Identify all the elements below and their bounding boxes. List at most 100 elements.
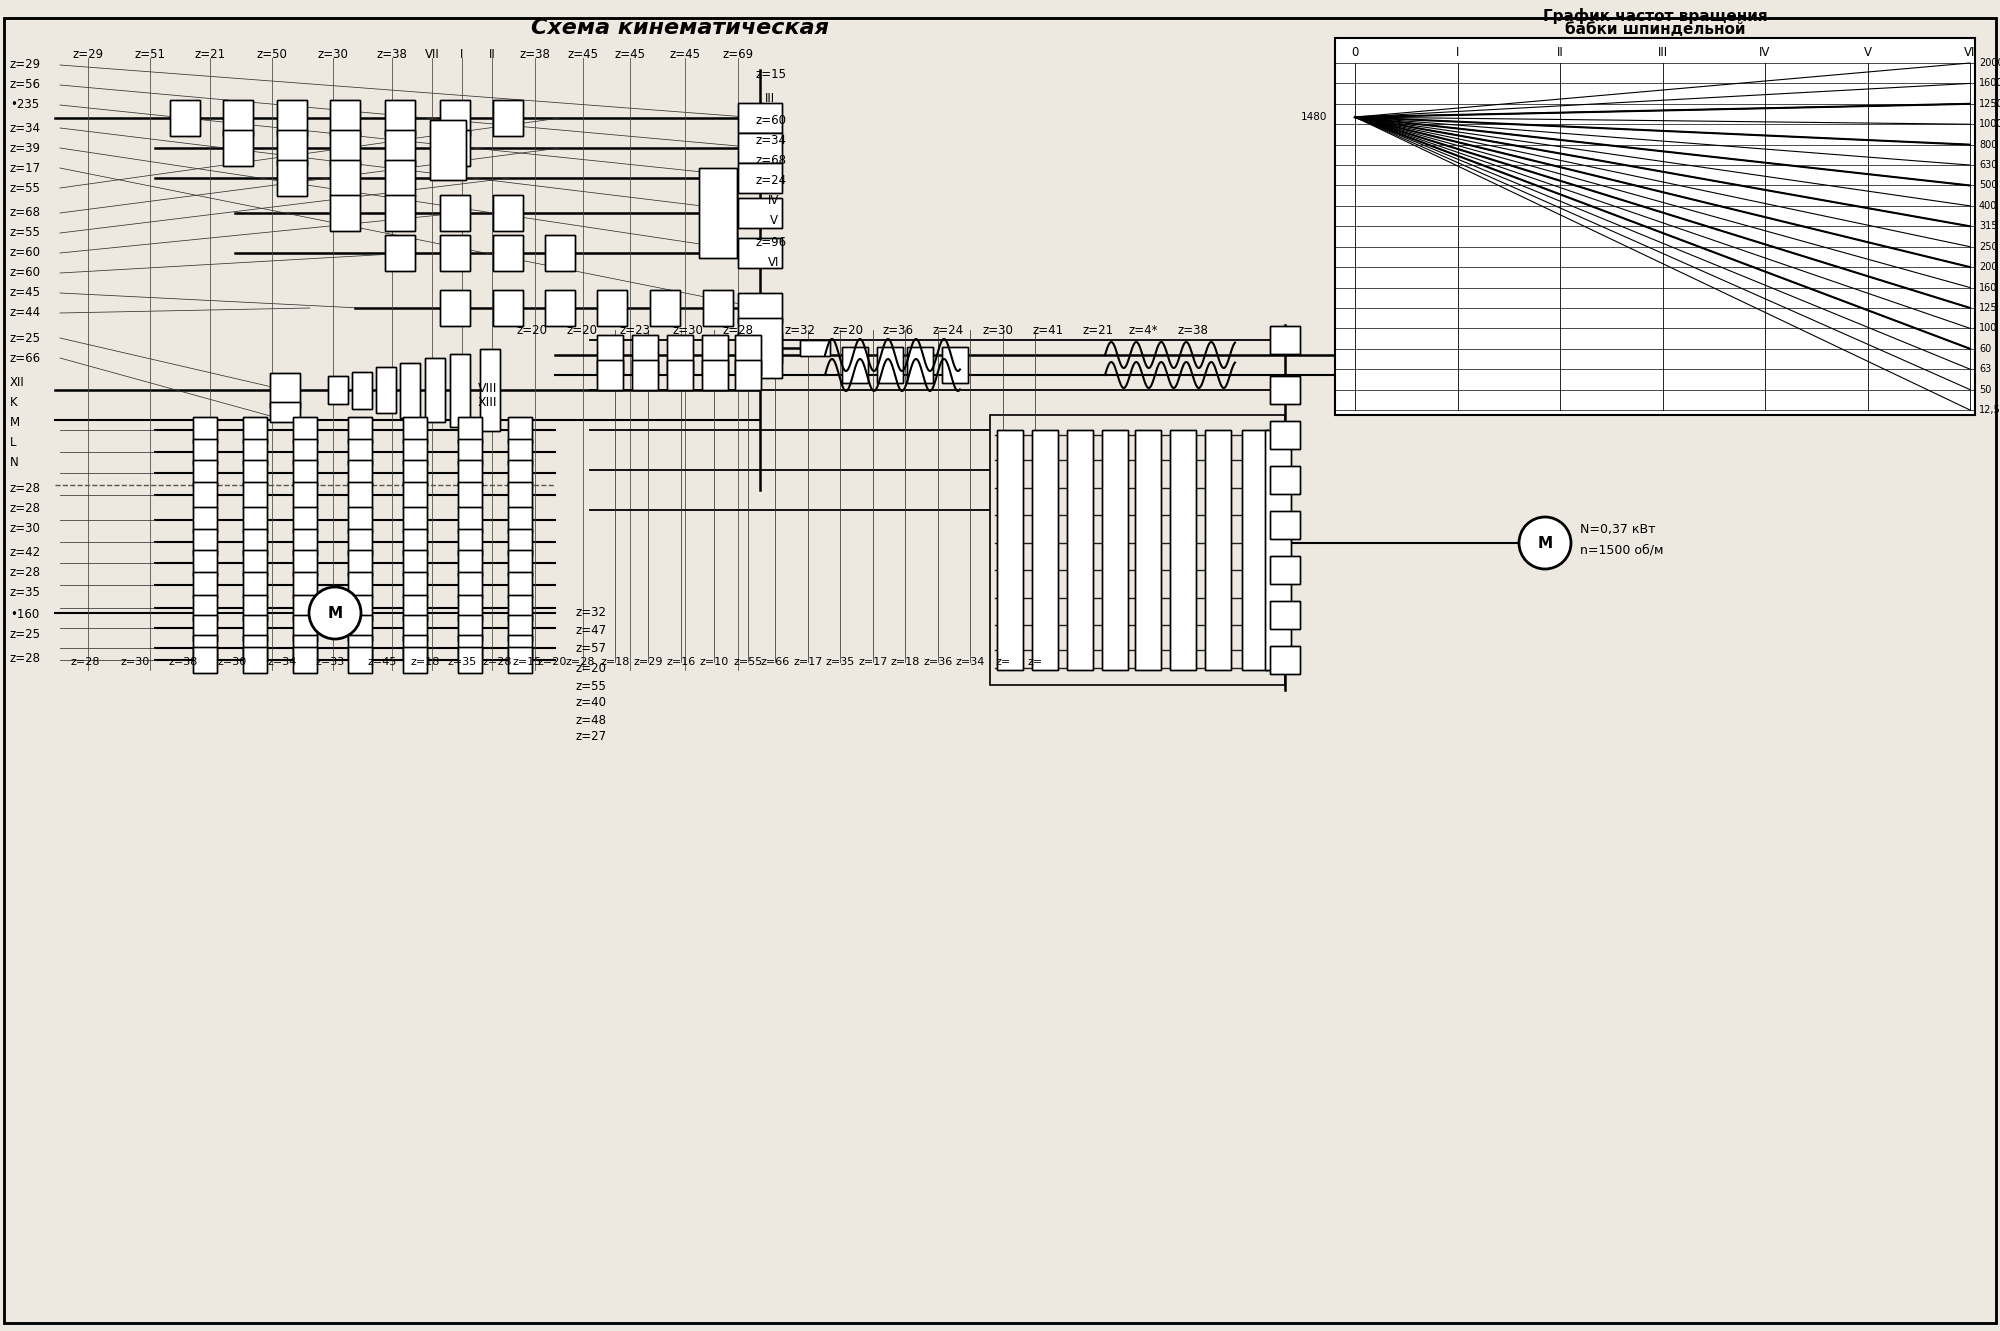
- Bar: [458, 595, 482, 622]
- Bar: [292, 647, 316, 673]
- Bar: [244, 572, 268, 598]
- Bar: [492, 290, 524, 326]
- Text: z=60: z=60: [10, 266, 40, 280]
- Text: z=17: z=17: [858, 658, 888, 667]
- Text: 160: 160: [1980, 282, 1998, 293]
- Bar: [492, 100, 524, 136]
- Bar: [404, 528, 428, 555]
- Bar: [632, 335, 658, 375]
- Text: z=56: z=56: [10, 79, 40, 92]
- Bar: [292, 439, 316, 465]
- Bar: [244, 528, 268, 555]
- Bar: [192, 647, 216, 673]
- Bar: [458, 615, 482, 642]
- Bar: [668, 359, 694, 390]
- Text: M: M: [1538, 535, 1552, 551]
- Bar: [458, 439, 482, 465]
- Bar: [292, 417, 316, 443]
- Bar: [736, 359, 760, 390]
- Bar: [292, 461, 316, 486]
- Bar: [458, 461, 482, 486]
- Bar: [292, 635, 316, 662]
- Bar: [458, 528, 482, 555]
- Bar: [458, 550, 482, 576]
- Bar: [996, 430, 1024, 669]
- Bar: [276, 160, 308, 196]
- Bar: [192, 439, 216, 465]
- Bar: [292, 550, 316, 576]
- Text: z=30: z=30: [10, 522, 40, 535]
- Bar: [384, 100, 416, 136]
- Bar: [404, 507, 428, 532]
- Bar: [1270, 646, 1300, 673]
- Text: z=69: z=69: [722, 48, 754, 61]
- Bar: [738, 133, 782, 162]
- Bar: [440, 100, 470, 136]
- Bar: [244, 482, 268, 508]
- Bar: [330, 100, 360, 136]
- Bar: [330, 160, 360, 196]
- Bar: [996, 430, 1024, 669]
- Text: z=17: z=17: [794, 658, 822, 667]
- Text: z=28: z=28: [482, 658, 512, 667]
- Text: z=30: z=30: [218, 658, 246, 667]
- Bar: [1270, 602, 1300, 630]
- Text: z=30: z=30: [120, 658, 150, 667]
- Text: V: V: [1864, 45, 1872, 59]
- Bar: [1032, 430, 1058, 669]
- Bar: [404, 417, 428, 443]
- Text: z=28: z=28: [10, 651, 40, 664]
- Text: z=38: z=38: [168, 658, 198, 667]
- Bar: [404, 439, 428, 465]
- Text: z=20: z=20: [516, 323, 548, 337]
- Bar: [192, 482, 216, 508]
- Bar: [738, 198, 782, 228]
- Bar: [328, 375, 348, 405]
- Bar: [244, 482, 268, 508]
- Bar: [192, 615, 216, 642]
- Text: 630: 630: [1980, 160, 1998, 170]
- Text: z=68: z=68: [756, 153, 786, 166]
- Bar: [352, 371, 372, 409]
- Text: K: K: [10, 397, 18, 410]
- Text: z=55: z=55: [576, 680, 606, 692]
- Bar: [404, 482, 428, 508]
- Bar: [348, 417, 372, 443]
- Bar: [596, 335, 624, 375]
- Bar: [458, 528, 482, 555]
- Bar: [244, 550, 268, 576]
- Bar: [842, 347, 868, 383]
- Bar: [348, 635, 372, 662]
- Bar: [292, 417, 316, 443]
- Bar: [404, 647, 428, 673]
- Bar: [458, 482, 482, 508]
- Text: 125: 125: [1980, 303, 1998, 313]
- Bar: [244, 615, 268, 642]
- Bar: [668, 335, 694, 375]
- Text: I: I: [460, 48, 464, 61]
- Bar: [330, 130, 360, 166]
- Bar: [292, 615, 316, 642]
- Bar: [384, 236, 416, 272]
- Text: IV: IV: [1760, 45, 1770, 59]
- Bar: [508, 507, 532, 532]
- Bar: [1270, 326, 1300, 354]
- Text: z=60: z=60: [756, 113, 786, 126]
- Bar: [738, 318, 782, 378]
- Bar: [1170, 430, 1196, 669]
- Bar: [1136, 430, 1160, 669]
- Text: L: L: [10, 437, 16, 450]
- Bar: [738, 333, 782, 363]
- Bar: [450, 354, 470, 426]
- Text: z=40: z=40: [576, 696, 606, 709]
- Bar: [908, 347, 932, 383]
- Bar: [244, 439, 268, 465]
- Bar: [508, 615, 532, 642]
- Bar: [1270, 602, 1300, 630]
- Bar: [384, 100, 416, 136]
- Bar: [508, 595, 532, 622]
- Text: 200: 200: [1980, 262, 1998, 272]
- Bar: [192, 507, 216, 532]
- Text: z=35: z=35: [10, 587, 40, 599]
- Bar: [348, 647, 372, 673]
